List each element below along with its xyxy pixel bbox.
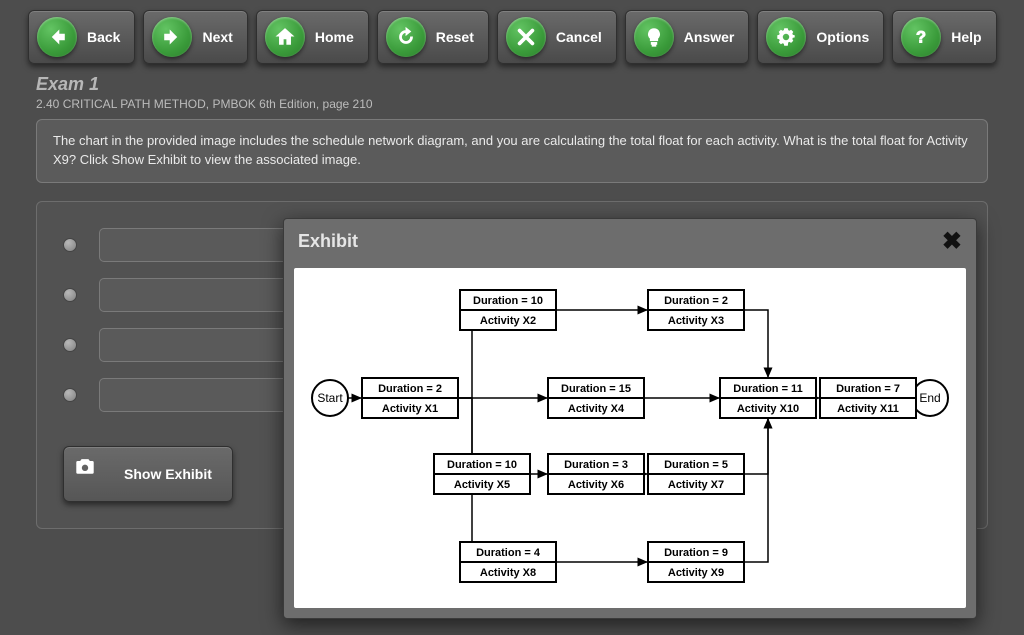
svg-text:Activity X7: Activity X7	[668, 479, 724, 491]
reset-icon	[386, 17, 426, 57]
svg-text:Duration = 10: Duration = 10	[447, 459, 517, 471]
back-button[interactable]: Back	[28, 10, 135, 64]
answer-button[interactable]: Answer	[625, 10, 750, 64]
arrow-right-icon	[152, 17, 192, 57]
arrow-left-icon	[37, 17, 77, 57]
back-label: Back	[87, 29, 120, 45]
radio-icon[interactable]	[63, 238, 77, 252]
exhibit-title: Exhibit	[298, 231, 358, 252]
question-text: The chart in the provided image includes…	[36, 119, 988, 183]
exhibit-modal: Exhibit ✖ Start End Duration = 2 Activity…	[283, 218, 977, 619]
svg-text:Start: Start	[317, 391, 343, 405]
exhibit-diagram: Start End Duration = 2 Activity X1 Durati…	[294, 268, 966, 608]
radio-icon[interactable]	[63, 388, 77, 402]
show-exhibit-button[interactable]: Show Exhibit	[63, 446, 233, 502]
svg-text:Duration = 9: Duration = 9	[664, 547, 728, 559]
home-label: Home	[315, 29, 354, 45]
next-label: Next	[202, 29, 232, 45]
cancel-icon	[506, 17, 546, 57]
svg-text:Duration = 7: Duration = 7	[836, 383, 900, 395]
svg-text:Activity X8: Activity X8	[480, 567, 536, 579]
help-icon: ?	[901, 17, 941, 57]
svg-text:?: ?	[916, 29, 926, 47]
svg-text:Activity X6: Activity X6	[568, 479, 624, 491]
exhibit-header: Exhibit ✖	[284, 219, 976, 264]
gear-icon	[766, 17, 806, 57]
svg-text:Duration = 4: Duration = 4	[476, 547, 541, 559]
svg-text:Duration = 15: Duration = 15	[561, 383, 631, 395]
svg-text:Duration = 11: Duration = 11	[733, 383, 802, 395]
options-button[interactable]: Options	[757, 10, 884, 64]
exam-title: Exam 1	[36, 74, 988, 95]
options-label: Options	[816, 29, 869, 45]
exam-header: Exam 1 2.40 CRITICAL PATH METHOD, PMBOK …	[0, 74, 1024, 111]
home-icon	[265, 17, 305, 57]
svg-text:Activity X11: Activity X11	[837, 403, 899, 415]
exam-subtitle: 2.40 CRITICAL PATH METHOD, PMBOK 6th Edi…	[36, 97, 988, 111]
camera-icon	[74, 455, 112, 493]
svg-text:Activity X4: Activity X4	[568, 403, 625, 415]
close-icon[interactable]: ✖	[942, 227, 962, 256]
svg-text:Activity X5: Activity X5	[454, 479, 510, 491]
help-button[interactable]: ? Help	[892, 10, 996, 64]
toolbar: Back Next Home Reset Cancel Answer Opt	[0, 0, 1024, 74]
help-label: Help	[951, 29, 981, 45]
svg-text:Activity X3: Activity X3	[668, 315, 724, 327]
svg-text:Activity X10: Activity X10	[737, 403, 799, 415]
home-button[interactable]: Home	[256, 10, 369, 64]
answer-label: Answer	[684, 29, 735, 45]
svg-text:Activity X9: Activity X9	[668, 567, 724, 579]
svg-text:Duration = 3: Duration = 3	[564, 459, 628, 471]
cancel-button[interactable]: Cancel	[497, 10, 617, 64]
svg-text:Activity X2: Activity X2	[480, 315, 536, 327]
cancel-label: Cancel	[556, 29, 602, 45]
lightbulb-icon	[634, 17, 674, 57]
reset-button[interactable]: Reset	[377, 10, 489, 64]
svg-text:Duration = 2: Duration = 2	[664, 295, 728, 307]
svg-text:End: End	[919, 391, 940, 405]
show-exhibit-label: Show Exhibit	[124, 466, 212, 482]
radio-icon[interactable]	[63, 288, 77, 302]
svg-text:Duration = 5: Duration = 5	[664, 459, 728, 471]
radio-icon[interactable]	[63, 338, 77, 352]
svg-text:Duration = 10: Duration = 10	[473, 295, 543, 307]
svg-text:Duration = 2: Duration = 2	[378, 383, 442, 395]
svg-text:Activity X1: Activity X1	[382, 403, 438, 415]
next-button[interactable]: Next	[143, 10, 247, 64]
reset-label: Reset	[436, 29, 474, 45]
